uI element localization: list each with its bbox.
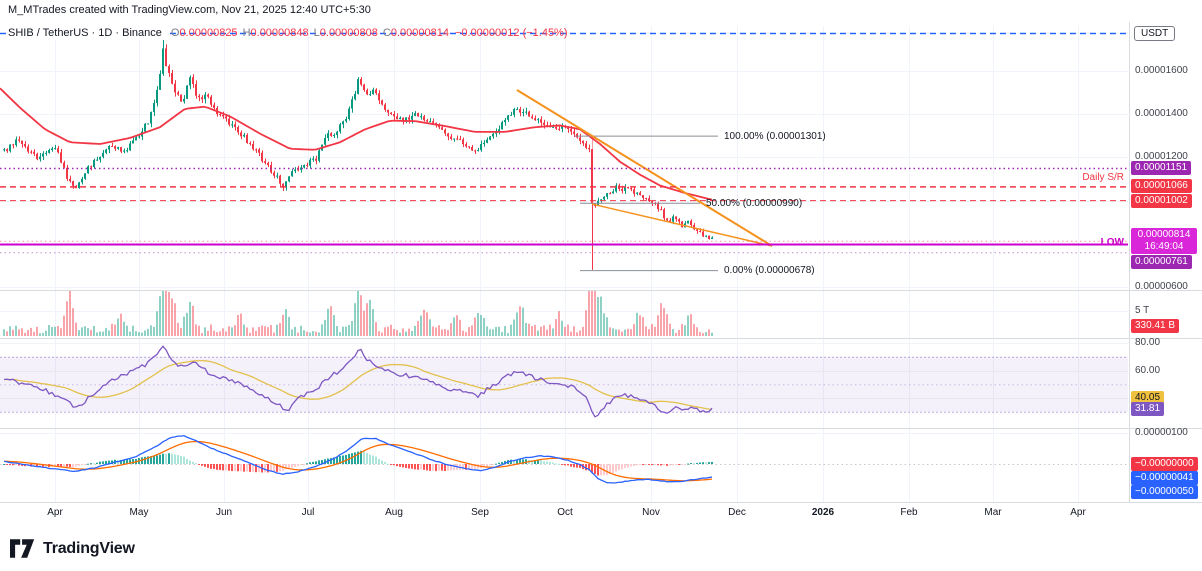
footer: TradingView [10, 539, 135, 558]
ohlc-high: 0.00000848 [250, 27, 309, 39]
ohlc-low: 0.00000808 [319, 27, 378, 39]
ohlc-low-label: L [313, 27, 320, 39]
ohlc-high-label: H [242, 27, 251, 39]
symbol-title[interactable]: SHIB / TetherUS · 1D · Binance [8, 26, 166, 40]
tradingview-logo-icon[interactable] [10, 539, 36, 558]
currency-badge[interactable]: USDT [1134, 26, 1176, 41]
ohlc-change: −0.00000012 (−1.45%) [454, 27, 568, 39]
ohlc-open: 0.00000825 [179, 27, 238, 39]
symbol-header: SHIB / TetherUS · 1D · Binance O0.0000082… [8, 26, 568, 40]
attribution-text: M_MTrades created with TradingView.com, … [8, 4, 371, 16]
tradingview-wordmark[interactable]: TradingView [43, 539, 135, 557]
ohlc-values: O0.00000825 H0.00000848 L0.00000808 C0.0000… [166, 27, 568, 39]
ohlc-close-label: C [382, 27, 391, 39]
ohlc-close: 0.00000814 [390, 27, 449, 39]
ohlc-open-label: O [170, 27, 180, 39]
